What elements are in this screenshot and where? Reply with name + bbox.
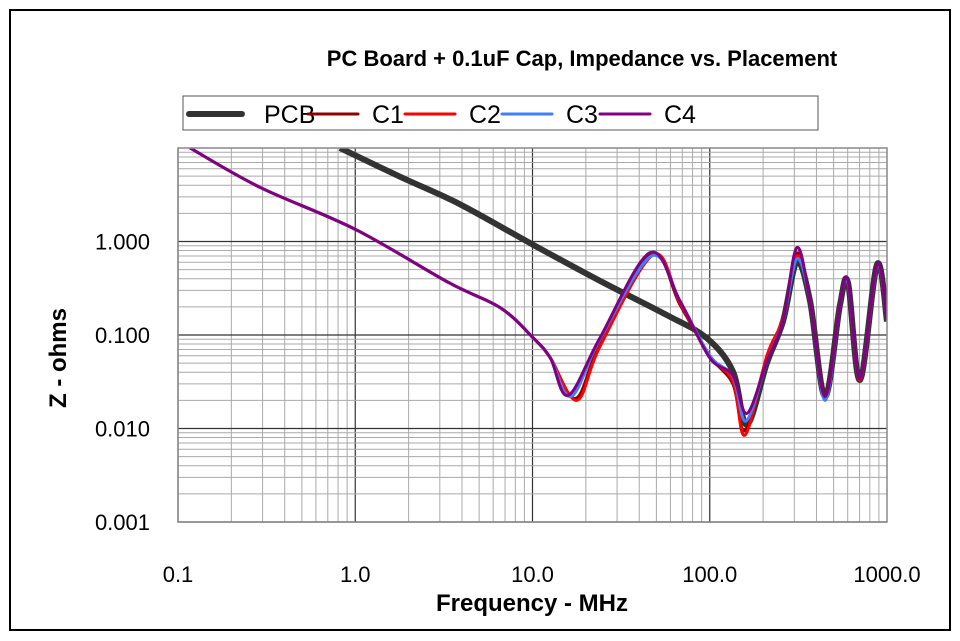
y-tick-label: 0.100: [95, 323, 150, 348]
series-line-c3: [189, 148, 887, 423]
legend: PCB C1 C2 C3 C4: [182, 95, 819, 131]
legend-label-c4: C4: [664, 101, 696, 129]
y-axis-label: Z - ohms: [45, 308, 72, 408]
legend-label-c1: C1: [372, 101, 404, 129]
chart-title: PC Board + 0.1uF Cap, Impedance vs. Plac…: [327, 46, 838, 71]
legend-label-c2: C2: [469, 101, 501, 129]
y-tick-label: 0.001: [95, 510, 150, 535]
tick-labels: 0.1 1.0 10.0 100.0 1000.0 0.001 0.010 0.100 1.00…: [95, 230, 921, 588]
x-tick-label: 1000.0: [853, 562, 920, 587]
series-lines: [189, 148, 887, 437]
x-tick-label: 1.0: [340, 562, 371, 587]
legend-box: [182, 95, 819, 131]
y-tick-label: 0.010: [95, 417, 150, 442]
legend-label-pcb: PCB: [264, 101, 315, 129]
legend-label-c3: C3: [566, 101, 598, 129]
plot-area-border: [177, 147, 888, 523]
series-line-c4: [189, 148, 887, 415]
x-tick-label: 0.1: [163, 562, 194, 587]
x-axis-label: Frequency - MHz: [436, 590, 628, 617]
series-line-c2: [189, 148, 887, 437]
y-tick-label: 1.000: [95, 230, 150, 255]
x-tick-label: 10.0: [511, 562, 554, 587]
series-line-c1: [189, 148, 887, 433]
x-tick-label: 100.0: [682, 562, 737, 587]
series-line-pcb: [338, 148, 887, 428]
chart-frame: [9, 9, 951, 631]
